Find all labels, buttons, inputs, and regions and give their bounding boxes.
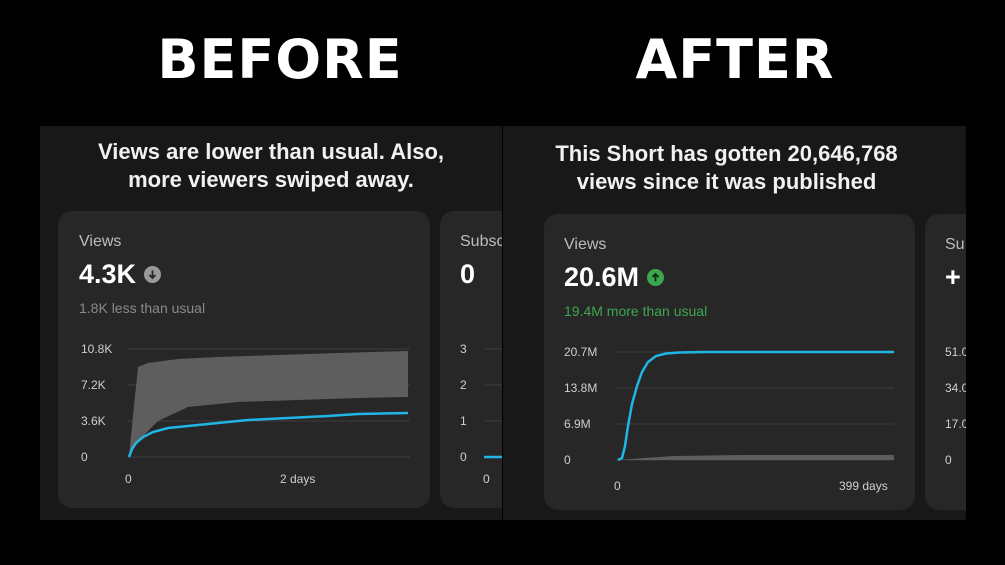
y-tick: 34.0: [945, 381, 966, 395]
views-card-value: 20.6M: [564, 262, 665, 293]
x-tick: 2 days: [280, 472, 315, 486]
y-tick: 0: [81, 450, 88, 464]
y-tick: 3: [460, 342, 467, 356]
arrow-down-icon: [144, 266, 162, 283]
subscribers-card-label: Subscr: [460, 233, 502, 250]
x-tick: 399 days: [839, 479, 888, 493]
before-label: BEFORE: [157, 28, 403, 91]
x-tick: 0: [614, 479, 621, 493]
before-panel: Views are lower than usual. Also, more v…: [40, 126, 502, 520]
after-views-card[interactable]: Views 20.6M 19.4M more than usual 20.7M …: [544, 214, 915, 510]
views-card-label: Views: [79, 233, 122, 250]
after-subscribers-card[interactable]: Su + 51.0 34.0 17.0 0: [925, 214, 966, 510]
y-tick: 7.2K: [81, 378, 106, 392]
after-views-chart: 20.7M 13.8M 6.9M 0 0 399 days: [564, 345, 894, 493]
views-line: [617, 350, 894, 462]
y-tick: 20.7M: [564, 345, 597, 359]
after-headline-line1: This Short has gotten 20,646,768: [555, 141, 898, 166]
y-tick: 0: [460, 450, 467, 464]
before-views-card[interactable]: Views 4.3K 1.8K less than usual 10.8K 7.…: [58, 211, 430, 508]
y-tick: 13.8M: [564, 381, 597, 395]
y-tick: 1: [460, 414, 467, 428]
views-value-text: 4.3K: [79, 259, 137, 289]
views-line: [127, 411, 409, 458]
x-tick: 0: [483, 472, 490, 486]
views-card-label: Views: [564, 236, 607, 253]
before-headline-line1: Views are lower than usual. Also,: [97, 139, 444, 164]
before-views-chart: 10.8K 7.2K 3.6K 0 0 2 days: [81, 342, 410, 486]
y-tick: 0: [564, 453, 571, 467]
views-comparison: 19.4M more than usual: [564, 303, 708, 319]
subscribers-card-value: +: [945, 262, 961, 292]
subscribers-card-value: 0: [460, 259, 476, 289]
after-headline-line2: views since it was published: [576, 169, 877, 194]
after-panel: This Short has gotten 20,646,768 views s…: [503, 126, 966, 520]
arrow-up-icon: [647, 269, 665, 286]
y-tick: 0: [945, 453, 952, 467]
y-tick: 17.0: [945, 417, 966, 431]
expected-range-band: [129, 351, 408, 456]
y-tick: 51.0: [945, 345, 966, 359]
before-subscribers-card[interactable]: Subscr 0 3 2 1 0 0: [440, 211, 502, 508]
before-headline: Views are lower than usual. Also, more v…: [40, 138, 502, 194]
views-card-value: 4.3K: [79, 259, 162, 290]
y-tick: 3.6K: [81, 414, 106, 428]
subscribers-card-label: Su: [945, 236, 965, 253]
before-subscribers-chart: 3 2 1 0 0: [460, 342, 502, 486]
after-label: AFTER: [635, 28, 835, 91]
y-tick: 2: [460, 378, 467, 392]
after-subscribers-chart: 51.0 34.0 17.0 0: [945, 345, 966, 467]
before-headline-line2: more viewers swiped away.: [128, 167, 414, 192]
x-tick: 0: [125, 472, 132, 486]
y-tick: 10.8K: [81, 342, 112, 356]
views-value-text: 20.6M: [564, 262, 640, 292]
y-tick: 6.9M: [564, 417, 591, 431]
after-headline: This Short has gotten 20,646,768 views s…: [503, 140, 958, 196]
expected-range-band: [620, 455, 894, 460]
views-comparison: 1.8K less than usual: [79, 300, 206, 316]
